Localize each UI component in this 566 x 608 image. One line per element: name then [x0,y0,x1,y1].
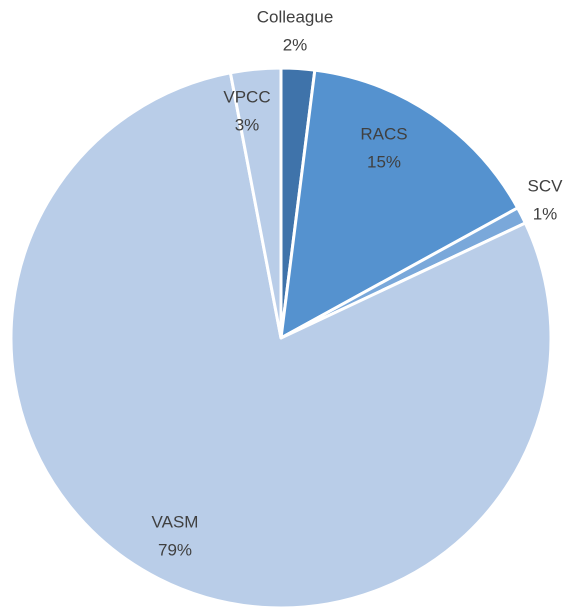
pie-slice [9,71,553,608]
slice-label: VASM [152,512,199,531]
slice-label: Colleague [257,7,334,26]
slice-value-label: 15% [367,152,401,171]
slice-value-label: 3% [235,115,260,134]
pie-slice [228,66,283,340]
slice-value-label: 1% [533,204,558,223]
slice-label: VPCC [223,87,270,106]
slice-label: SCV [528,176,564,195]
pie-slice [279,68,520,340]
slice-value-label: 79% [158,540,192,559]
slice-value-label: 2% [283,35,308,54]
slice-label: RACS [360,124,407,143]
